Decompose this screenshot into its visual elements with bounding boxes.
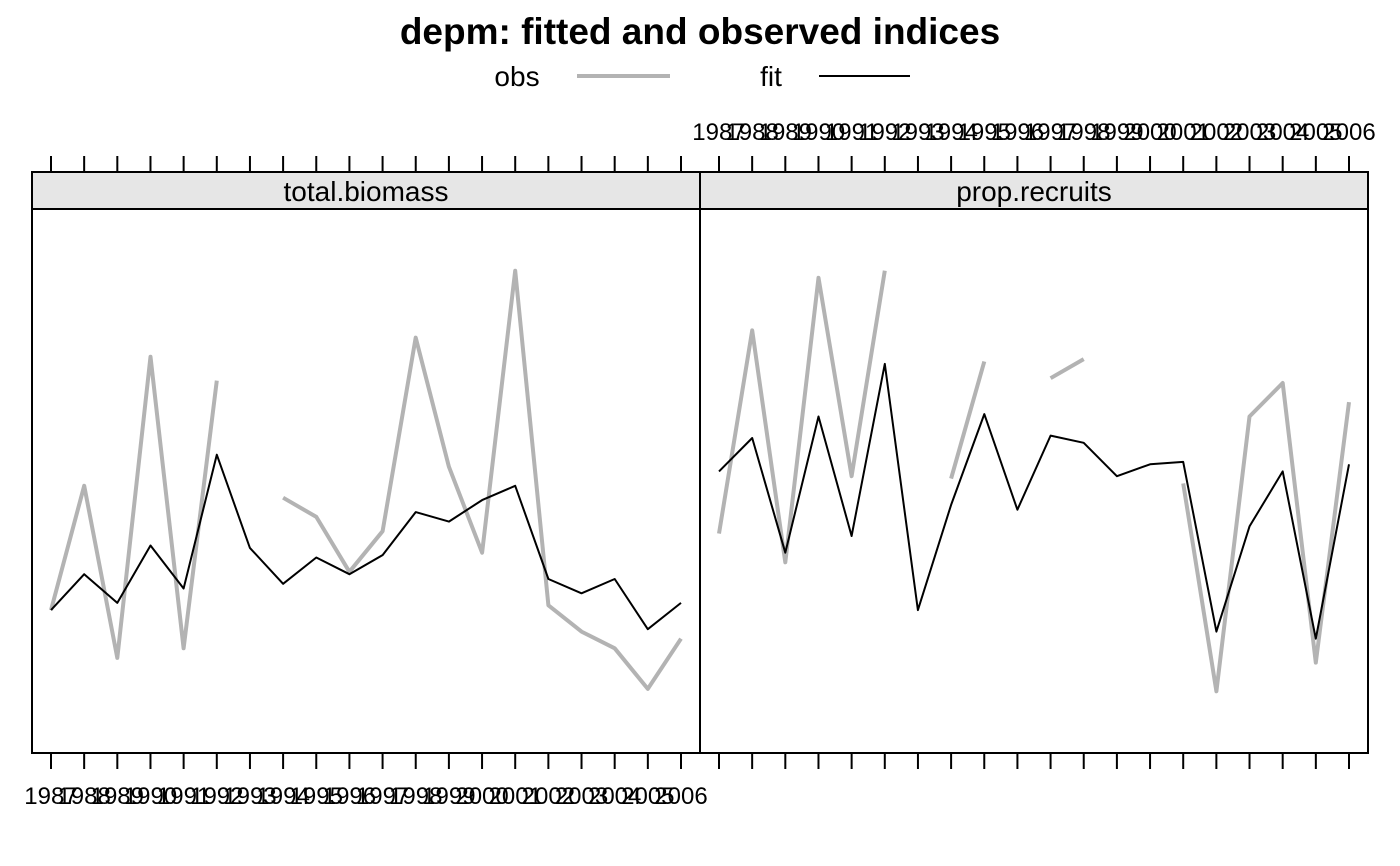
x-tick-label: 1997 xyxy=(356,783,409,810)
x-tick-label: 1995 xyxy=(290,783,343,810)
x-tick-label: 1999 xyxy=(1090,119,1143,146)
x-tick-label: 1996 xyxy=(323,783,376,810)
legend: obs fit xyxy=(494,61,910,92)
x-tick-label: 1994 xyxy=(256,783,309,810)
x-tick-label: 2002 xyxy=(1190,119,1243,146)
x-tick-label: 1987 xyxy=(692,119,745,146)
x-tick-label: 1992 xyxy=(190,783,243,810)
x-tick-label: 2005 xyxy=(1289,119,1342,146)
x-tick-label: 1993 xyxy=(223,783,276,810)
panel-prop-recruits: prop.recruits198719881989199019911992199… xyxy=(692,119,1376,769)
x-tick-label: 1991 xyxy=(157,783,210,810)
x-tick-label: 2001 xyxy=(489,783,542,810)
x-axis: 1987198819891990199119921993199419951996… xyxy=(692,119,1376,769)
x-tick-label: 1996 xyxy=(991,119,1044,146)
panel-frame xyxy=(699,208,1369,754)
series-obs-line xyxy=(49,354,219,660)
x-tick-label: 2000 xyxy=(1123,119,1176,146)
x-tick-label: 2005 xyxy=(621,783,674,810)
x-tick-label: 1993 xyxy=(891,119,944,146)
x-tick-label: 1994 xyxy=(924,119,977,146)
strip-label: total.biomass xyxy=(284,176,449,207)
panel-total-biomass: total.biomass198719881989199019911992199… xyxy=(24,156,708,810)
series-fit-line xyxy=(50,453,682,631)
x-tick-label: 2006 xyxy=(1322,119,1375,146)
x-tick-label: 2003 xyxy=(1223,119,1276,146)
x-tick-label: 1999 xyxy=(422,783,475,810)
chart-title: depm: fitted and observed indices xyxy=(400,11,1000,52)
x-tick-label: 2001 xyxy=(1157,119,1210,146)
x-tick-label: 1988 xyxy=(725,119,778,146)
series-obs-line xyxy=(949,360,987,480)
x-tick-label: 1990 xyxy=(124,783,177,810)
legend-obs-label: obs xyxy=(494,61,539,92)
x-tick-label: 2003 xyxy=(555,783,608,810)
x-tick-label: 2002 xyxy=(522,783,575,810)
strip-label: prop.recruits xyxy=(956,176,1112,207)
series-obs-line xyxy=(1049,357,1085,380)
x-tick-label: 2006 xyxy=(654,783,707,810)
x-tick-label: 1997 xyxy=(1024,119,1077,146)
strip-background xyxy=(699,171,1369,210)
series-obs-line xyxy=(717,270,887,565)
x-tick-label: 1987 xyxy=(24,783,77,810)
x-tick-label: 1992 xyxy=(858,119,911,146)
panel-frame xyxy=(31,208,701,754)
x-tick-label: 1998 xyxy=(1057,119,1110,146)
x-tick-label: 1988 xyxy=(57,783,110,810)
legend-fit-label: fit xyxy=(760,61,782,92)
x-tick-label: 1991 xyxy=(825,119,878,146)
x-tick-label: 2004 xyxy=(588,783,641,810)
panels: total.biomass198719881989199019911992199… xyxy=(24,119,1375,810)
x-tick-label: 1989 xyxy=(759,119,812,146)
x-tick-label: 2000 xyxy=(455,783,508,810)
x-tick-label: 1990 xyxy=(792,119,845,146)
x-tick-label: 1995 xyxy=(958,119,1011,146)
x-axis: 1987198819891990199119921993199419951996… xyxy=(24,156,708,810)
x-tick-label: 2004 xyxy=(1256,119,1309,146)
series-fit-line xyxy=(718,362,1350,640)
x-tick-label: 1989 xyxy=(91,783,144,810)
series-obs-line xyxy=(1181,381,1351,694)
series-obs-line xyxy=(282,268,683,691)
x-tick-label: 1998 xyxy=(389,783,442,810)
